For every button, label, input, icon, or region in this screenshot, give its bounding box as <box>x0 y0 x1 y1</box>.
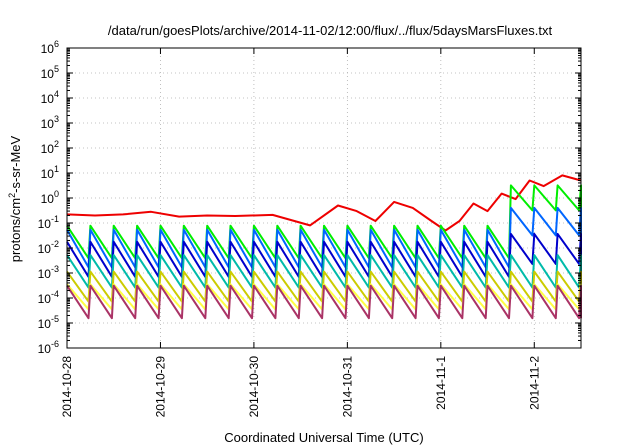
y-tick-label: 103 <box>41 114 59 131</box>
y-tick-label-exp: -1 <box>51 214 59 224</box>
y-tick-label-base: 10 <box>38 217 52 231</box>
y-tick-label: 105 <box>41 64 59 81</box>
y-tick-label-base: 10 <box>41 67 55 81</box>
x-axis: 2014-10-28 2014-10-29 2014-10-30 2014-10-31… <box>60 48 541 417</box>
y-tick-label-exp: -5 <box>51 314 59 324</box>
chart-title: /data/run/goesPlots/archive/2014-11-02/1… <box>108 23 553 38</box>
y-tick-label-base: 10 <box>41 142 55 156</box>
y-tick-label-exp: 4 <box>54 89 59 99</box>
y-tick-label-exp: -3 <box>51 264 59 274</box>
y-tick-label-base: 10 <box>41 92 55 106</box>
y-tick-label: 104 <box>41 89 59 106</box>
y-tick-label: 10-1 <box>38 214 59 231</box>
y-tick-label-base: 10 <box>38 267 52 281</box>
x-tick-label: 2014-10-29 <box>153 356 167 418</box>
y-tick-label-exp: -2 <box>51 239 59 249</box>
y-tick-label: 10-2 <box>38 239 59 256</box>
series-line <box>66 174 582 232</box>
y-tick-label-exp: 5 <box>54 64 59 74</box>
y-tick-label-base: 10 <box>38 292 52 306</box>
y-tick-label-base: 10 <box>41 167 55 181</box>
y-axis-label: protons/cm2-s-sr-MeV <box>7 135 23 262</box>
y-tick-label-exp: 1 <box>54 164 59 174</box>
y-tick-label: 10-5 <box>38 314 59 331</box>
x-tick-label: 2014-11-1 <box>434 356 448 410</box>
x-tick-label: 2014-10-28 <box>60 356 74 418</box>
y-tick-label: 10-6 <box>38 339 59 356</box>
y-tick-label-exp: -4 <box>51 289 59 299</box>
y-tick-label-base: 10 <box>38 317 52 331</box>
y-tick-label-exp: 0 <box>54 189 59 199</box>
series-line <box>66 284 582 320</box>
series-group <box>66 174 582 320</box>
y-axis-label-sup: 2 <box>7 193 17 198</box>
y-tick-label-base: 10 <box>38 242 52 256</box>
y-tick-label-base: 10 <box>41 117 55 131</box>
y-tick-label-exp: 3 <box>54 114 59 124</box>
y-tick-label: 102 <box>41 139 59 156</box>
x-axis-label: Coordinated Universal Time (UTC) <box>224 430 423 445</box>
y-axis-label-part2: -s-sr-MeV <box>8 135 23 192</box>
y-tick-label-exp: 6 <box>54 39 59 49</box>
y-tick-label-exp: 2 <box>54 139 59 149</box>
y-tick-label-base: 10 <box>41 192 55 206</box>
y-tick-label: 101 <box>41 164 59 181</box>
y-tick-label: 10-3 <box>38 264 59 281</box>
y-tick-label: 106 <box>41 39 59 56</box>
y-tick-label: 10-4 <box>38 289 59 306</box>
y-axis-label-part1: protons/cm <box>8 198 23 262</box>
y-tick-label: 100 <box>41 189 59 206</box>
x-tick-label: 2014-10-30 <box>247 356 261 418</box>
y-tick-label-exp: -6 <box>51 339 59 349</box>
x-tick-label: 2014-10-31 <box>340 356 354 418</box>
y-tick-label-base: 10 <box>41 42 55 56</box>
x-tick-label: 2014-11-2 <box>527 356 541 410</box>
y-tick-label-base: 10 <box>38 342 52 356</box>
